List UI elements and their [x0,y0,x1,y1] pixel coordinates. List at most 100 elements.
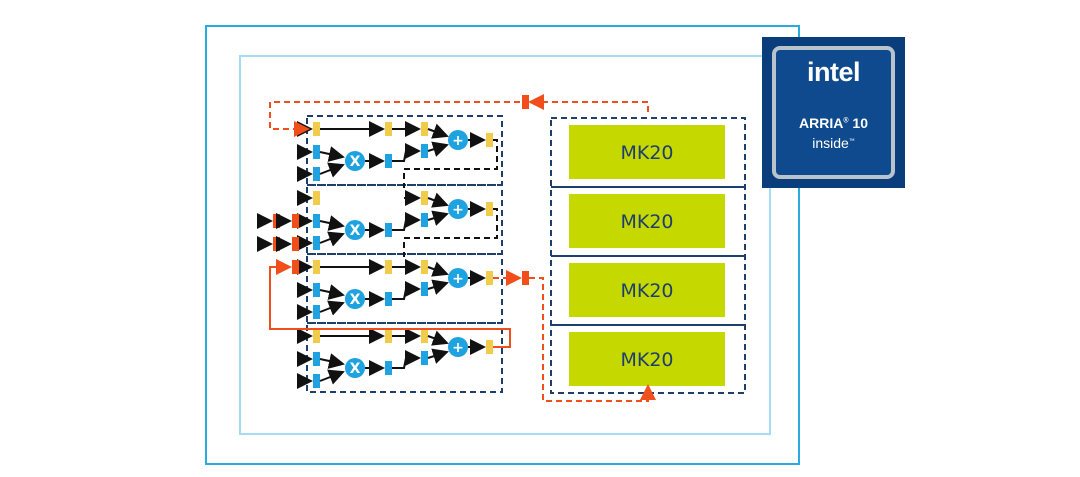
output-register [486,133,493,147]
pipeline-register [385,260,392,274]
input-register [313,329,320,343]
input-register [313,305,320,319]
pipeline-register [421,282,428,296]
adder-icon [448,130,468,150]
input-register [313,122,320,136]
input-register [292,237,299,251]
outer-frame [205,25,800,465]
input-register [313,167,320,181]
pipeline-register [385,292,392,306]
pipeline-register [421,191,428,205]
dsp-block-outline [306,253,503,324]
pipeline-register [385,361,392,375]
adder-icon [448,268,468,288]
wire [427,210,449,226]
pipeline-register [385,223,392,237]
pipeline-register [421,351,428,365]
pipeline-register [385,122,392,136]
dsp-block: X+ [297,115,503,188]
pipeline-register [421,122,428,136]
input-register [313,236,320,250]
multiplier-icon [345,358,365,378]
logo-brand: intel [806,57,861,87]
wire [319,162,345,178]
wire [427,348,449,364]
wire [392,281,421,300]
input-register [313,260,320,274]
adder-symbol: + [452,271,464,287]
output-register [486,340,493,354]
input-register [313,214,320,228]
input-register [313,374,320,388]
memory-panel: MK20 MK20 MK20 MK20 [550,117,746,394]
pipeline-register [421,213,428,227]
memory-block [569,263,725,317]
wire [392,212,421,231]
wire [427,261,449,277]
memory-block-label: MK20 [620,211,673,233]
pipeline-register [522,271,529,285]
multiplier-symbol: X [350,292,361,308]
memory-block [569,332,725,386]
wire [319,369,345,385]
wire [427,279,449,295]
multiplier-symbol: X [350,361,361,377]
wire [392,143,421,162]
input-register [292,214,299,228]
multiplier-icon [345,220,365,240]
wire [427,123,449,139]
pipeline-register [385,154,392,168]
adder-icon [448,337,468,357]
multiplier-symbol: X [350,223,361,239]
inner-frame [239,55,771,435]
adder-symbol: + [452,202,464,218]
wire [319,300,345,316]
multiplier-icon [345,151,365,171]
multiplier-icon [345,289,365,309]
wire [427,141,449,157]
memory-block [569,125,725,179]
memory-block-label: MK20 [620,142,673,164]
input-register [313,145,320,159]
pipeline-register [421,144,428,158]
intel-arria-10-logo: intel ARRIA® 10 inside™ [762,37,905,188]
memory-block [569,194,725,248]
logo-product: ARRIA® 10 [799,115,868,131]
cascade-wire [403,139,498,188]
adder-icon [448,199,468,219]
input-register [313,191,320,205]
dsp-block: X+ [297,253,503,324]
logo-tagline: inside™ [812,135,855,151]
input-register [273,237,280,251]
pipeline-register [522,95,529,109]
wire [319,231,345,247]
wire [427,192,449,208]
wire [319,146,345,162]
input-register [273,214,280,228]
input-register [292,260,299,274]
feedback-path [528,94,649,112]
feedback-path [269,101,520,137]
dsp-block: X+ [297,322,503,393]
output-register [486,202,493,216]
multiplier-symbol: X [350,154,361,170]
cascade-wire [403,208,498,257]
wire [319,215,345,231]
wire [319,353,345,369]
output-register [486,271,493,285]
input-register [313,283,320,297]
wire [427,330,449,346]
logo-frame [772,46,895,179]
dsp-block: X+ [297,184,503,257]
feedback-path [269,259,511,348]
adder-symbol: + [452,340,464,356]
input-register [313,352,320,366]
memory-block-label: MK20 [620,349,673,371]
wire [319,284,345,300]
pipeline-register [385,329,392,343]
pipeline-register [421,329,428,343]
pipeline-register [421,260,428,274]
wire [392,350,421,369]
memory-block-label: MK20 [620,280,673,302]
